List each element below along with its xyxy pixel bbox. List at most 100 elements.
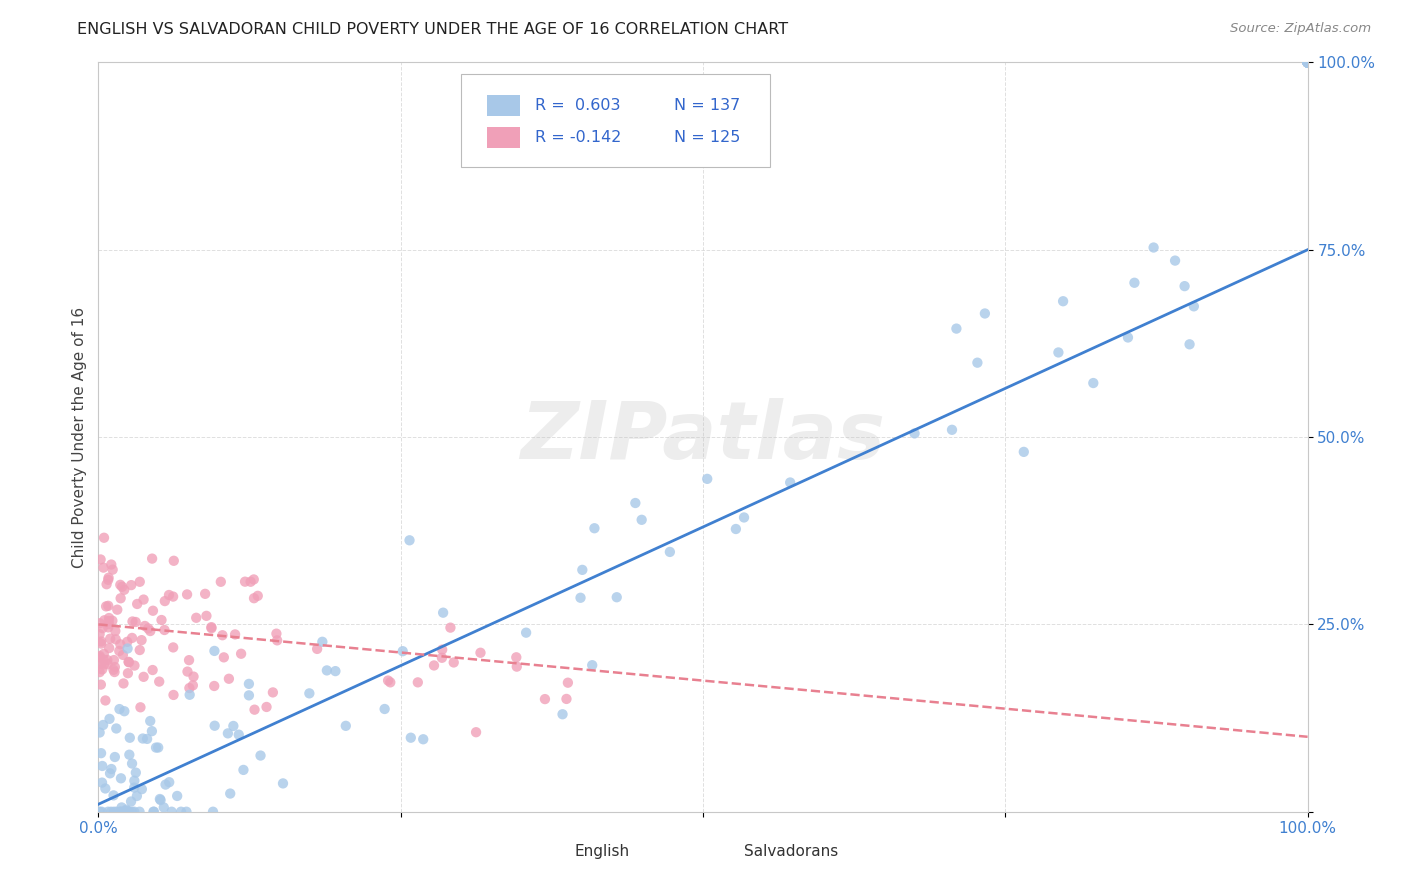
Point (110, 578, 132, 592)
Point (104, 660, 127, 674)
Point (105, 805, 128, 819)
Point (555, 692, 578, 706)
Point (117, 655, 139, 669)
Point (242, 573, 264, 587)
Point (179, 688, 201, 702)
Point (1164, 253, 1187, 268)
Point (170, 805, 193, 819)
Point (238, 677, 260, 691)
Point (515, 625, 537, 640)
Point (266, 633, 288, 648)
Text: English: English (575, 844, 630, 859)
Point (630, 513, 652, 527)
Point (97, 620, 120, 634)
Point (443, 656, 465, 670)
FancyBboxPatch shape (461, 74, 769, 168)
Point (90, 677, 112, 691)
Point (98, 712, 121, 726)
Point (132, 592, 155, 607)
Point (122, 780, 145, 795)
Point (1182, 299, 1205, 313)
Point (1296, 55, 1319, 70)
Point (93, 657, 115, 672)
Point (1142, 240, 1164, 254)
Point (110, 637, 132, 651)
Point (218, 672, 240, 686)
Point (229, 647, 252, 661)
Point (90, 746, 112, 760)
Point (117, 641, 139, 656)
Point (105, 722, 128, 736)
Point (101, 563, 124, 577)
Point (432, 606, 454, 620)
Text: R = -0.142: R = -0.142 (534, 130, 621, 145)
Point (104, 632, 127, 647)
Point (91, 621, 114, 635)
Point (110, 772, 132, 786)
Point (132, 670, 155, 684)
Point (96, 577, 118, 591)
Point (243, 591, 266, 606)
Point (1296, 55, 1319, 70)
Point (1296, 55, 1319, 70)
Point (211, 628, 233, 642)
Point (1012, 445, 1035, 459)
Point (90, 805, 112, 819)
Point (1123, 276, 1146, 290)
Point (201, 805, 224, 819)
Point (103, 789, 125, 803)
Point (134, 619, 156, 633)
Point (103, 665, 125, 679)
Point (97, 599, 120, 613)
Point (1296, 55, 1319, 70)
Point (148, 674, 170, 689)
Point (91, 718, 114, 732)
Point (110, 805, 132, 819)
Point (246, 589, 269, 603)
Point (142, 604, 165, 618)
Point (112, 676, 135, 690)
Point (124, 658, 146, 673)
Point (124, 615, 146, 629)
Point (162, 590, 184, 604)
Point (112, 582, 135, 597)
Point (1116, 330, 1139, 344)
Point (121, 615, 143, 629)
Point (128, 643, 150, 657)
Point (98, 640, 121, 655)
Text: Source: ZipAtlas.com: Source: ZipAtlas.com (1230, 22, 1371, 36)
Point (232, 763, 254, 777)
Point (103, 805, 125, 819)
Point (117, 666, 139, 681)
Point (195, 608, 218, 623)
Point (166, 789, 188, 803)
Point (204, 644, 226, 658)
Point (177, 653, 200, 667)
Point (139, 714, 162, 728)
Point (96, 653, 118, 667)
Point (1296, 55, 1319, 70)
Point (194, 587, 217, 601)
Text: ENGLISH VS SALVADORAN CHILD POVERTY UNDER THE AGE OF 16 CORRELATION CHART: ENGLISH VS SALVADORAN CHILD POVERTY UNDE… (77, 22, 789, 37)
Point (117, 805, 139, 819)
Point (89, 650, 111, 665)
Point (1296, 55, 1319, 70)
Point (430, 650, 453, 665)
Point (108, 702, 131, 716)
Point (724, 522, 747, 536)
Point (1296, 55, 1319, 70)
Point (128, 805, 150, 819)
Point (131, 782, 153, 797)
Point (112, 704, 135, 718)
Point (181, 678, 204, 692)
Point (155, 778, 177, 792)
Point (228, 728, 250, 742)
Point (103, 653, 125, 667)
FancyBboxPatch shape (486, 127, 520, 148)
Point (506, 659, 529, 673)
FancyBboxPatch shape (534, 841, 568, 862)
Point (91, 759, 114, 773)
Point (557, 675, 579, 690)
Point (145, 740, 167, 755)
Point (117, 805, 139, 819)
